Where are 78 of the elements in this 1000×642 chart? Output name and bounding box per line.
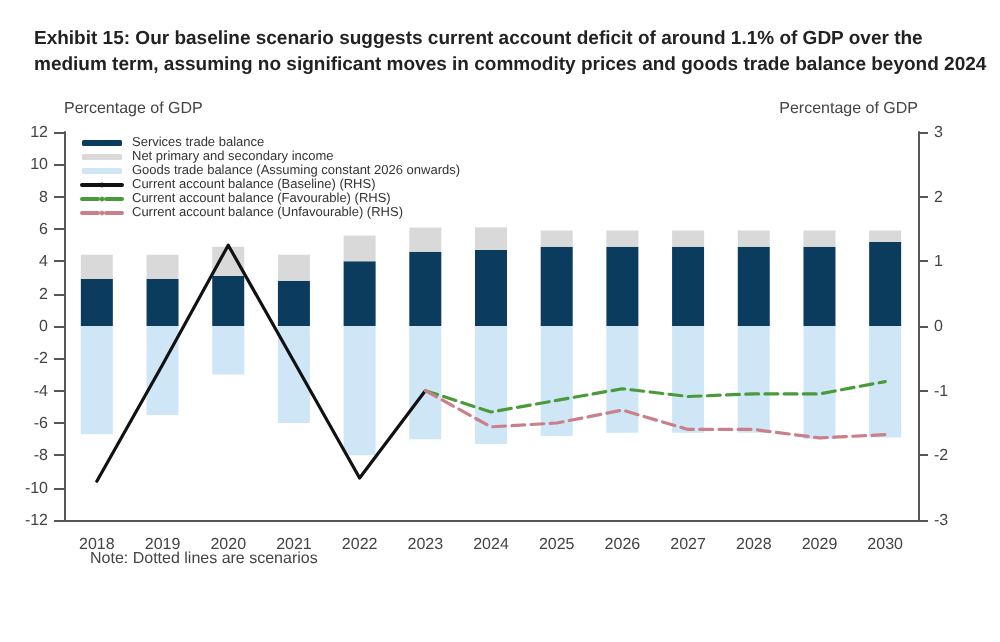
bar	[80, 326, 113, 435]
bar	[869, 230, 902, 242]
bar	[672, 326, 705, 433]
y2-axis-title: Percentage of GDP	[779, 99, 918, 117]
bar	[540, 246, 573, 326]
bar	[737, 326, 770, 433]
line-series	[423, 380, 887, 414]
bar	[146, 326, 179, 415]
y-tick-label: -10	[24, 478, 50, 497]
y2-tick-label: -1	[934, 381, 950, 400]
x-tick-label: 2018	[79, 535, 116, 553]
x-tick-label: 2025	[538, 535, 576, 553]
bar	[869, 241, 902, 326]
y-tick-label: -8	[33, 446, 50, 465]
bar	[803, 246, 836, 326]
x-tick-label: 2020	[210, 535, 248, 553]
bar	[146, 279, 179, 326]
x-tick-label: 2028	[735, 535, 773, 553]
bar	[277, 280, 310, 326]
bar	[869, 326, 902, 438]
bar	[540, 230, 573, 247]
bar	[803, 326, 836, 440]
bar	[343, 261, 376, 326]
y2-tick-label: 2	[934, 187, 944, 206]
y-tick-label: -12	[24, 511, 50, 529]
x-tick-label: 2022	[341, 535, 379, 553]
y-tick-label: 0	[39, 317, 50, 335]
bar	[146, 254, 179, 280]
text: Note: Dotted lines are scenarios	[90, 549, 318, 567]
x-tick-label: 2027	[670, 535, 707, 553]
bar	[409, 251, 442, 326]
y2-tick-label: 3	[934, 123, 944, 141]
chart-title: Exhibit 15: Our baseline scenario suggests current account deficit of around 1.1% of GDP over the medium term, assuming no significant moves in commodity prices and goods trade balance beyond 2024	[34, 28, 988, 76]
bar	[803, 230, 836, 247]
x-tick-label: 2023	[407, 535, 445, 553]
x-tick-label: 2026	[604, 535, 642, 553]
bar	[737, 230, 770, 247]
bar	[409, 227, 442, 252]
line-series	[423, 389, 887, 440]
bar	[737, 246, 770, 326]
bar	[475, 250, 507, 326]
bar	[80, 254, 113, 280]
bar	[80, 279, 113, 326]
y2-tick-label: -2	[934, 446, 950, 465]
bar	[672, 230, 705, 247]
line-series	[95, 243, 427, 483]
bar	[475, 227, 507, 251]
x-tick-label: 2019	[144, 535, 182, 553]
y-tick-label: 12	[30, 123, 50, 141]
bar	[277, 326, 310, 423]
x-tick-label: 2021	[276, 535, 313, 553]
y-tick-label: 2	[39, 284, 50, 303]
y2-tick-label: 1	[934, 252, 944, 271]
bar	[540, 326, 573, 436]
x-tick-label: 2029	[801, 535, 839, 553]
bar	[409, 326, 442, 440]
bar	[475, 326, 507, 445]
y2-tick-label: -3	[934, 511, 950, 529]
bar	[606, 230, 639, 247]
x-tick-label: 2030	[867, 535, 905, 553]
bar	[343, 326, 376, 456]
y-tick-label: 8	[39, 187, 50, 206]
y2-tick-label: 0	[934, 317, 944, 335]
y-axis-title: Percentage of GDP	[64, 99, 203, 117]
y-tick-label: -2	[33, 349, 50, 368]
bar	[606, 326, 639, 433]
y-tick-label: -6	[33, 414, 50, 432]
y-tick-label: -4	[33, 381, 50, 400]
y-tick-label: 6	[39, 220, 50, 238]
x-tick-label: 2024	[473, 535, 510, 553]
bar	[212, 326, 245, 375]
bar	[672, 246, 705, 326]
y-tick-label: 4	[39, 252, 50, 271]
y-tick-label: 10	[30, 155, 50, 174]
bar	[277, 254, 310, 281]
bar	[606, 246, 639, 326]
bar	[343, 235, 376, 262]
bar	[212, 275, 245, 326]
